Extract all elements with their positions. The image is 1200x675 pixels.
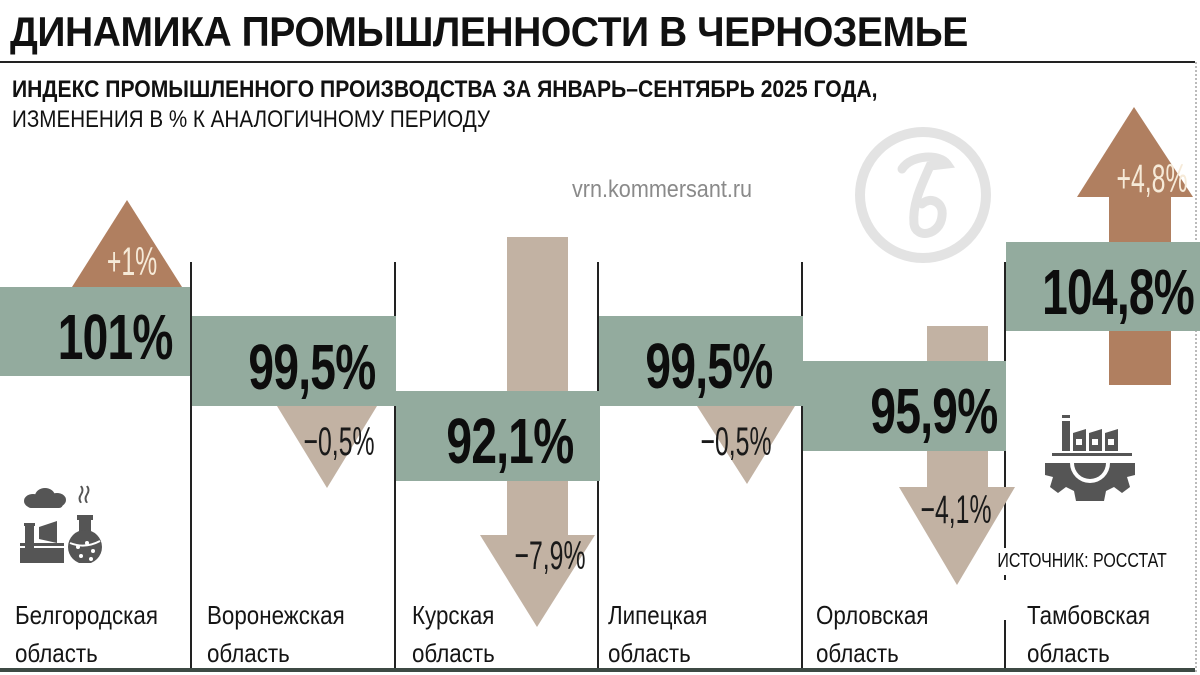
index-band-voronezh: [192, 316, 396, 406]
index-band-lipetsk: [599, 316, 803, 406]
region-label-lipetsk: Липецкая область: [608, 596, 707, 672]
region-name: Тамбовская: [1027, 600, 1151, 630]
factory-gear-icon: [1040, 415, 1140, 505]
index-band-tambov: [1006, 242, 1200, 331]
column-divider: [190, 262, 192, 672]
region-label-tambov: Тамбовская область: [1027, 596, 1150, 672]
region-label-kursk: Курская область: [412, 596, 495, 672]
delta-value-orel: −4,1%: [920, 488, 992, 532]
index-band-kursk: [396, 391, 600, 481]
region-label-orel: Орловская область: [816, 596, 928, 672]
region-type: область: [1027, 638, 1110, 668]
site-watermark-text: vrn.kommersant.ru: [572, 176, 753, 203]
chart-subtitle-units: ИЗМЕНЕНИЯ В % К АНАЛОГИЧНОМУ ПЕРИОДУ: [12, 106, 491, 133]
delta-value-lipetsk: −0,5%: [700, 420, 772, 464]
column-divider: [1004, 620, 1006, 672]
region-type: область: [608, 638, 691, 668]
region-name: Воронежская: [207, 600, 345, 630]
delta-value-voronezh: −0,5%: [303, 420, 375, 464]
index-value-orel: 95,9%: [869, 375, 998, 447]
region-label-belgorod: Белгородская область: [15, 596, 158, 672]
region-name: Орловская: [816, 600, 929, 630]
region-type: область: [15, 638, 98, 668]
chart-subtitle: ИНДЕКС ПРОМЫШЛЕННОГО ПРОИЗВОДСТВА ЗА ЯНВ…: [12, 76, 878, 103]
region-type: область: [816, 638, 899, 668]
region-name: Липецкая: [608, 600, 708, 630]
page-title: ДИНАМИКА ПРОМЫШЛЕННОСТИ В ЧЕРНОЗЕМЬЕ: [10, 8, 968, 55]
down-arrow-shaft: [507, 237, 568, 537]
column-divider: [394, 262, 396, 672]
delta-value-tambov: +4,8%: [1116, 157, 1188, 201]
region-name: Белгородская: [15, 600, 158, 630]
up-arrow-icon: [1077, 107, 1193, 197]
source-note: ИСТОЧНИК: РОССТАТ: [995, 548, 1170, 575]
title-divider: [0, 61, 1195, 63]
delta-value-belgorod: +1%: [106, 240, 157, 284]
region-type: область: [412, 638, 495, 668]
index-value-kursk: 92,1%: [445, 405, 574, 477]
index-value-tambov: 104,8%: [1042, 256, 1195, 328]
index-band-orel: [803, 361, 1006, 451]
bottom-divider: [0, 668, 1195, 672]
up-arrow-icon: [72, 200, 182, 287]
kommersant-logo-icon: [852, 124, 994, 266]
index-value-belgorod: 101%: [58, 301, 174, 373]
index-band-belgorod: [0, 287, 190, 376]
down-arrow-icon: [697, 406, 795, 484]
column-divider: [801, 262, 803, 672]
down-arrow-icon: [277, 406, 377, 488]
index-value-lipetsk: 99,5%: [644, 330, 773, 402]
region-name: Курская: [412, 600, 495, 630]
factory-flask-icon: [15, 483, 105, 563]
right-edge-border: [1195, 62, 1197, 672]
down-arrow-icon: [899, 487, 1015, 585]
delta-value-kursk: −7,9%: [514, 534, 586, 578]
index-value-voronezh: 99,5%: [247, 331, 376, 403]
down-arrow-icon: [480, 535, 595, 627]
region-type: область: [207, 638, 290, 668]
region-label-voronezh: Воронежская область: [207, 596, 345, 672]
